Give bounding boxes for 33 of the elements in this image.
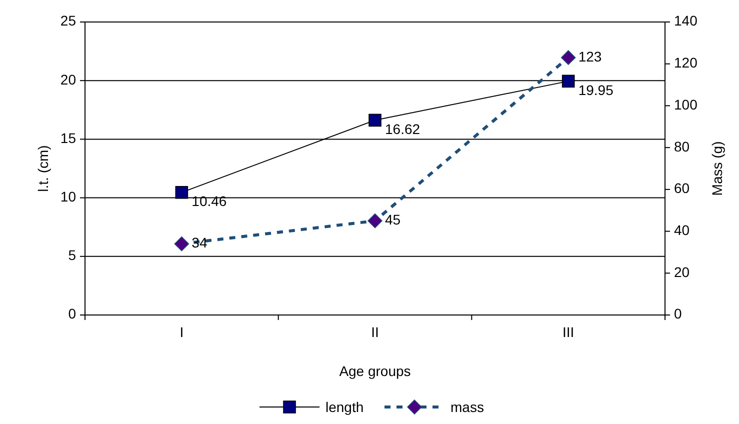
legend-label: length — [326, 399, 364, 415]
point — [368, 213, 382, 228]
x-tick-label: III — [562, 324, 574, 340]
data-label: 16.62 — [385, 120, 420, 137]
y2-axis-title: Mass (g) — [709, 141, 725, 196]
y2-tick-label: 40 — [674, 222, 690, 238]
y2-tick-label: 120 — [674, 54, 698, 71]
y-axis-title: l.t. (cm) — [35, 145, 51, 192]
point — [368, 114, 382, 127]
y2-tick-label: 60 — [674, 180, 690, 196]
y-tick-label: 0 — [68, 306, 76, 322]
y-tick-label: 25 — [60, 12, 76, 29]
point — [174, 236, 190, 252]
data-label: 45 — [385, 212, 401, 228]
y-tick-label: 5 — [68, 247, 76, 264]
y2-tick-label: 0 — [674, 306, 682, 322]
y-tick-label: 10 — [60, 188, 76, 205]
x-tick-label: I — [180, 324, 184, 340]
y2-tick-label: 20 — [674, 264, 690, 280]
x-tick-label: II — [371, 324, 379, 340]
legend-label: mass — [450, 399, 484, 415]
data-label: 19.95 — [578, 82, 614, 98]
point — [562, 74, 575, 88]
y-tick-label: 15 — [60, 130, 76, 146]
y2-tick-label: 100 — [674, 96, 698, 112]
point — [175, 186, 188, 199]
y2-tick-label: 140 — [674, 12, 698, 29]
x-axis-title: Age groups — [339, 363, 411, 379]
point — [560, 50, 576, 65]
data-label: 123 — [578, 48, 602, 64]
data-label: 34 — [192, 234, 208, 251]
y-tick-label: 20 — [60, 71, 76, 88]
y2-tick-label: 80 — [674, 138, 690, 154]
